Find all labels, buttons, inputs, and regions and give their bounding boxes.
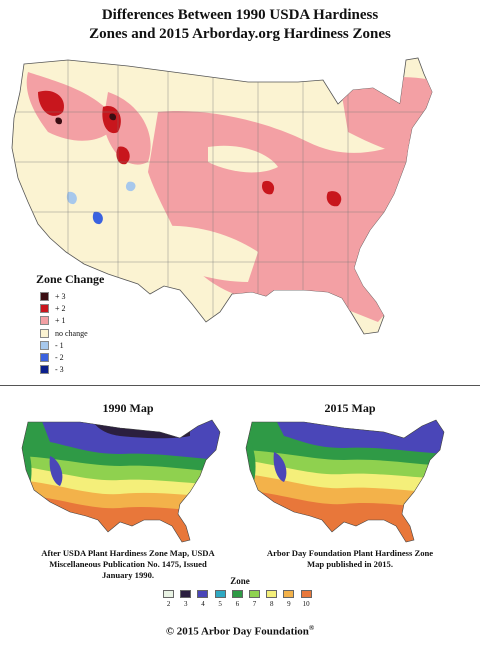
zone-swatch: [231, 590, 243, 598]
registered-mark: ®: [308, 624, 315, 632]
map-1990: [21, 419, 221, 543]
zone-label: 8: [269, 600, 274, 608]
zone-scale-item: 10: [298, 590, 315, 608]
section-divider: [0, 385, 480, 386]
legend-item: - 3: [40, 364, 88, 376]
caption-line: After USDA Plant Hardiness Zone Map, USD…: [41, 548, 215, 558]
zone-scale-title: Zone: [230, 576, 250, 586]
zone-label: 4: [201, 600, 205, 608]
zone-scale-item: 9: [280, 590, 297, 608]
legend-swatch: [40, 365, 49, 375]
caption-line: Arbor Day Foundation Plant Hardiness Zon…: [266, 548, 434, 558]
zone-label: 9: [287, 600, 291, 608]
zone-label: 10: [302, 600, 310, 608]
page-title: Differences Between 1990 USDA Hardiness …: [0, 6, 480, 44]
map-2015: [245, 419, 445, 543]
legend-swatch: [40, 328, 49, 338]
zone-scale-item: 7: [246, 590, 263, 608]
zone-scale-item: 5: [212, 590, 229, 608]
zone-scale-item: 6: [229, 590, 246, 608]
zone-scale-item: 8: [263, 590, 280, 608]
legend-title: Zone Change: [36, 272, 105, 286]
legend-label: + 3: [55, 291, 66, 301]
title-line-2: Zones and 2015 Arborday.org Hardiness Zo…: [89, 26, 391, 42]
legend-label: no change: [55, 328, 88, 338]
map-2015-caption: Arbor Day Foundation Plant Hardiness Zon…: [240, 548, 460, 570]
map-1990-title: 1990 Map: [102, 401, 154, 415]
zone-scale-item: 2: [160, 590, 177, 608]
legend-swatch: [40, 303, 49, 313]
zone-swatch: [249, 590, 261, 598]
legend-item: + 3: [40, 290, 88, 302]
legend-label: + 1: [55, 316, 66, 326]
zone-swatch: [283, 590, 295, 598]
zone-label: 5: [218, 600, 222, 608]
zone-change-legend: + 3 + 2 + 1 no change - 1 - 2 - 3: [40, 290, 88, 376]
legend-item: + 1: [40, 315, 88, 327]
title-line-1: Differences Between 1990 USDA Hardiness: [101, 7, 379, 23]
caption-line: Map published in 2015.: [307, 559, 393, 569]
zone-scale-item: 3: [177, 590, 194, 608]
legend-label: - 2: [55, 353, 64, 363]
zone-change-map: [11, 57, 433, 335]
legend-swatch: [40, 353, 49, 363]
caption-line: Miscellaneous Publication No. 1475, Issu…: [49, 559, 207, 569]
zone-swatch: [214, 590, 226, 598]
caption-line: January 1990.: [101, 570, 155, 580]
zone-swatch: [163, 590, 175, 598]
legend-item: - 1: [40, 339, 88, 351]
zone-scale-item: 4: [194, 590, 211, 608]
legend-swatch: [40, 291, 49, 301]
zone-label: 6: [235, 600, 240, 608]
legend-label: + 2: [55, 303, 66, 313]
map-1990-caption: After USDA Plant Hardiness Zone Map, USD…: [18, 548, 238, 581]
legend-item: no change: [40, 327, 88, 339]
legend-label: - 1: [55, 340, 64, 350]
legend-label: - 3: [55, 365, 64, 375]
zone-label: 2: [166, 600, 171, 608]
copyright: © 2015 Arbor Day Foundation®: [0, 624, 480, 638]
zone-swatch: [300, 590, 312, 598]
zone-label: 3: [184, 600, 188, 608]
zone-swatch: [180, 590, 192, 598]
zone-label: 7: [252, 600, 257, 608]
legend-swatch: [40, 316, 49, 326]
legend-swatch: [40, 340, 49, 350]
zone-swatch: [197, 590, 209, 598]
map-2015-title: 2015 Map: [324, 401, 376, 415]
zone-swatch: [266, 590, 278, 598]
copyright-text: © 2015 Arbor Day Foundation: [165, 625, 309, 638]
zone-scale: 2 3 4 5 6 7 8 9 10: [160, 590, 315, 608]
legend-item: - 2: [40, 351, 88, 363]
legend-item: + 2: [40, 302, 88, 314]
